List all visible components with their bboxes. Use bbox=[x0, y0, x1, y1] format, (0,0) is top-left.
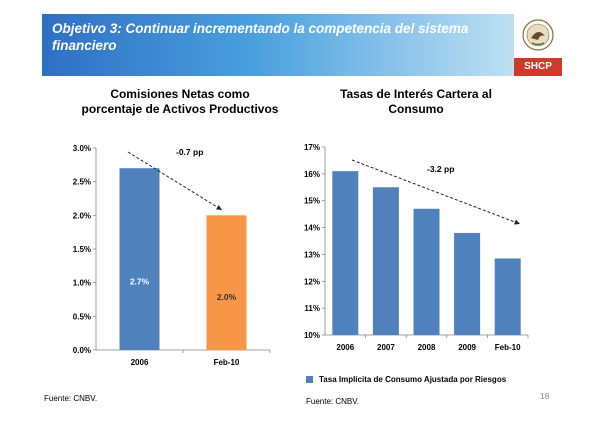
slide-header: Objetivo 3: Continuar incrementando la c… bbox=[42, 14, 514, 76]
legend-label: Tasa Implícita de Consumo Ajustada por R… bbox=[319, 375, 507, 384]
page-number: 18 bbox=[540, 391, 550, 401]
chart1-source: Fuente: CNBV. bbox=[44, 394, 98, 403]
chart2-source: Fuente: CNBV. bbox=[306, 397, 360, 406]
trend-arrow-head bbox=[216, 204, 222, 210]
x-tick-label: 2006 bbox=[336, 343, 354, 352]
y-tick-label: 1.5% bbox=[73, 245, 91, 254]
bar-2009 bbox=[454, 232, 481, 335]
y-tick-label: 1.0% bbox=[73, 279, 91, 288]
trend-arrow-line bbox=[127, 151, 223, 211]
slide-title: Objetivo 3: Continuar incrementando la c… bbox=[52, 21, 469, 53]
y-tick-label: 3.0% bbox=[73, 144, 91, 153]
y-tick-label: 14% bbox=[304, 224, 320, 233]
data-label: 2.7% bbox=[130, 277, 150, 287]
y-tick-label: 16% bbox=[304, 170, 320, 179]
bar-2008 bbox=[413, 208, 440, 335]
y-tick-label: 0.5% bbox=[73, 312, 91, 321]
x-tick-label: Feb-10 bbox=[214, 358, 240, 367]
coat-of-arms-logo bbox=[514, 14, 562, 54]
bar-feb-10 bbox=[206, 215, 247, 350]
trend-annotation: -3.2 pp bbox=[427, 164, 454, 174]
y-tick-label: 15% bbox=[304, 197, 320, 206]
y-tick-label: 2.0% bbox=[73, 211, 91, 220]
x-tick-label: 2007 bbox=[377, 343, 395, 352]
trend-arrow-head bbox=[514, 219, 520, 225]
y-tick-label: 2.5% bbox=[73, 178, 91, 187]
y-tick-label: 10% bbox=[304, 331, 320, 340]
bar-2007 bbox=[372, 187, 399, 335]
data-label: 2.0% bbox=[217, 292, 237, 302]
x-tick-label: Feb-10 bbox=[495, 343, 521, 352]
trend-annotation: -0.7 pp bbox=[176, 147, 203, 157]
y-tick-label: 11% bbox=[304, 304, 320, 313]
y-tick-label: 13% bbox=[304, 250, 320, 259]
shcp-badge: SHCP bbox=[514, 58, 562, 76]
bar-2006 bbox=[119, 168, 160, 350]
x-tick-label: 2006 bbox=[131, 358, 149, 367]
legend-swatch bbox=[306, 376, 313, 383]
y-tick-label: 0.0% bbox=[73, 346, 91, 355]
bar-2006 bbox=[332, 171, 359, 335]
chart2-title: Tasas de Interés Cartera al Consumo bbox=[340, 87, 492, 116]
chart1-title: Comisiones Netas como porcentaje de Acti… bbox=[81, 87, 279, 116]
chart2-legend: Tasa Implícita de Consumo Ajustada por R… bbox=[306, 375, 506, 384]
y-tick-label: 17% bbox=[304, 143, 320, 152]
x-tick-label: 2008 bbox=[418, 343, 436, 352]
bar-feb-10 bbox=[494, 258, 521, 335]
x-tick-label: 2009 bbox=[458, 343, 476, 352]
eagle-seal-icon bbox=[522, 19, 554, 51]
y-tick-label: 12% bbox=[304, 277, 320, 286]
